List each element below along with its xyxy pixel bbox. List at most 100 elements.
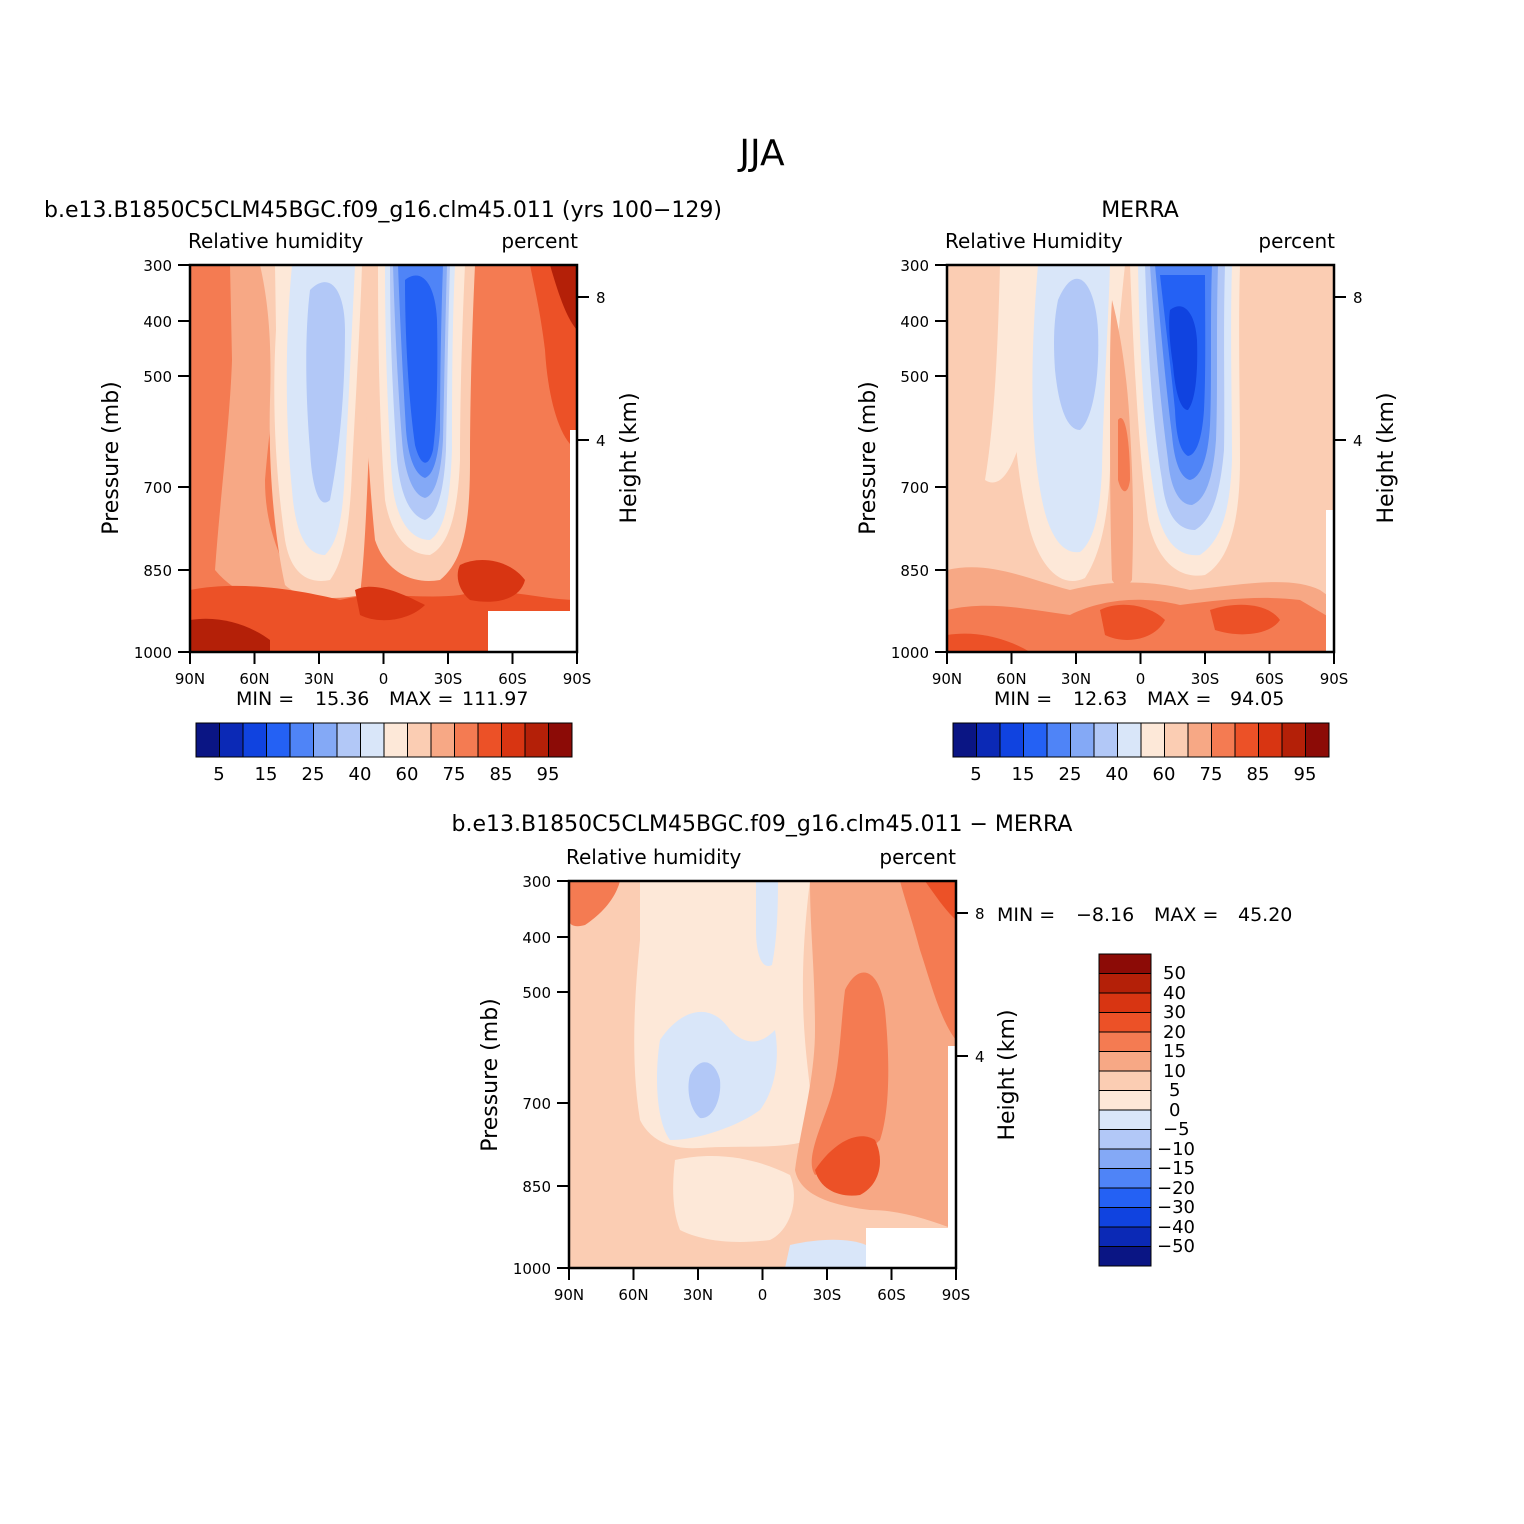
model-contour-polar-upper <box>530 265 577 450</box>
colorbar-label: −5 <box>1163 1119 1190 1140</box>
y2-tick-label: 4 <box>1353 432 1363 450</box>
diff-contour-polar-max <box>925 881 956 920</box>
colorbar-label: −50 <box>1157 1236 1195 1257</box>
stats-model: MIN = 15.36 MAX = 111.97 <box>236 688 528 710</box>
panel-obs-left-label: Relative Humidity <box>945 229 1123 253</box>
x-tick-label: 90N <box>932 670 962 688</box>
stats-min-label: MIN = <box>236 688 294 710</box>
diff-contour-dry-upper <box>756 881 778 966</box>
y2-axis-title: Height (km) <box>617 392 642 523</box>
colorbar-swatch <box>1098 1226 1152 1247</box>
y-tick-label: 300 <box>522 873 551 891</box>
colorbar-swatch <box>524 722 549 758</box>
y2-tick-label: 4 <box>975 1048 985 1066</box>
colorbar-swatch <box>501 722 526 758</box>
y-axis-diff: 300 400 500 700 850 1000 Pressure (mb) <box>478 873 569 1278</box>
y-axis-title: Pressure (mb) <box>856 381 881 535</box>
model-contour-sh-dry-5 <box>405 275 438 463</box>
colorbar-swatch <box>1098 992 1152 1013</box>
colorbar-label: 15 <box>255 764 278 785</box>
colorbar-label: 10 <box>1163 1061 1186 1082</box>
x-tick-label: 90S <box>942 1286 971 1304</box>
colorbar-label: 40 <box>1163 983 1186 1004</box>
panel-model-right-label: percent <box>501 229 578 253</box>
stats-min-label: MIN = <box>994 688 1052 710</box>
colorbar-swatch <box>952 722 977 758</box>
colorbar-swatch <box>1164 722 1189 758</box>
y-tick-label: 400 <box>522 929 551 947</box>
colorbar-label: 75 <box>443 764 466 785</box>
y-tick-label: 700 <box>900 479 929 497</box>
stats-obs: MIN = 12.63 MAX = 94.05 <box>994 688 1284 710</box>
colorbar-swatch <box>1305 722 1330 758</box>
y2-axis-model: 8 4 Height (km) <box>577 289 642 524</box>
colorbar-label: 75 <box>1200 764 1223 785</box>
stats-min-value: 15.36 <box>315 688 369 710</box>
colorbar-swatch <box>1098 1187 1152 1208</box>
colorbar-swatch <box>1098 1246 1152 1267</box>
stats-max-value: 94.05 <box>1230 688 1284 710</box>
x-tick-label: 60S <box>1255 670 1284 688</box>
y-tick-label: 850 <box>900 562 929 580</box>
colorbar-label: 60 <box>396 764 419 785</box>
y-tick-label: 500 <box>143 368 172 386</box>
model-contour-bl-core-eq <box>355 586 425 621</box>
colorbar-swatch <box>1098 1148 1152 1169</box>
obs-contour-sh-dry-6 <box>1169 306 1198 410</box>
colorbar-swatch <box>1187 722 1212 758</box>
colorbar-swatch <box>1098 1207 1152 1228</box>
obs-contour-itcz-core <box>1118 418 1130 492</box>
colorbar-swatch <box>1098 1051 1152 1072</box>
stats-max-label: MAX = <box>1154 904 1218 926</box>
colorbar-swatch <box>219 722 244 758</box>
colorbar-swatch <box>242 722 267 758</box>
x-tick-label: 30S <box>434 670 463 688</box>
x-tick-label: 90N <box>175 670 205 688</box>
colorbar-swatch <box>1281 722 1306 758</box>
model-missing-antarctica <box>570 430 577 652</box>
colorbar-swatch <box>195 722 220 758</box>
colorbar-obs-labels: 5 15 25 40 60 75 85 95 <box>970 764 1316 785</box>
colorbar-swatch <box>1070 722 1095 758</box>
colorbar-swatch <box>1093 722 1118 758</box>
obs-missing-antarctica <box>1326 510 1334 652</box>
stats-min-value: 12.63 <box>1073 688 1127 710</box>
diff-contour-bl-dry <box>785 1239 866 1268</box>
y2-tick-label: 4 <box>596 432 606 450</box>
colorbar-swatch <box>1098 1031 1152 1052</box>
colorbar-swatch <box>477 722 502 758</box>
x-tick-label: 0 <box>758 1286 768 1304</box>
colorbar-swatch <box>454 722 479 758</box>
colorbar-label: 15 <box>1012 764 1035 785</box>
x-tick-label: 60N <box>618 1286 648 1304</box>
y-tick-label: 400 <box>143 313 172 331</box>
diff-contour-polar <box>900 881 956 1040</box>
colorbar-label: −15 <box>1157 1158 1195 1179</box>
diff-contour-sh-max <box>815 1136 880 1196</box>
colorbar-swatch <box>1117 722 1142 758</box>
colorbar-model <box>195 722 573 758</box>
model-contour-nh-mid <box>215 265 320 610</box>
plot-area-model <box>190 265 577 652</box>
colorbar-swatch <box>336 722 361 758</box>
colorbar-swatch <box>1234 722 1259 758</box>
stats-diff: MIN = −8.16 MAX = 45.20 <box>997 904 1292 926</box>
colorbar-swatch <box>999 722 1024 758</box>
panel-model-left-label: Relative humidity <box>188 229 363 253</box>
x-tick-label: 30N <box>683 1286 713 1304</box>
colorbar-label: −40 <box>1157 1217 1195 1238</box>
y2-axis-title: Height (km) <box>995 1009 1020 1140</box>
x-tick-label: 60N <box>996 670 1026 688</box>
x-tick-label: 30S <box>813 1286 842 1304</box>
colorbar-swatch <box>313 722 338 758</box>
colorbar-label: 30 <box>1163 1002 1186 1023</box>
y-tick-label: 400 <box>900 313 929 331</box>
stats-max-label: MAX = <box>389 688 453 710</box>
stats-max-label: MAX = <box>1147 688 1211 710</box>
model-contour-polar-max <box>550 265 577 330</box>
obs-contour-sub-dry-core <box>1054 278 1099 430</box>
model-contour-bl-max-nh <box>190 618 270 652</box>
colorbar-diff <box>1098 953 1152 1267</box>
x-tick-label: 60N <box>239 670 269 688</box>
diff-contour-arctic <box>569 881 620 927</box>
